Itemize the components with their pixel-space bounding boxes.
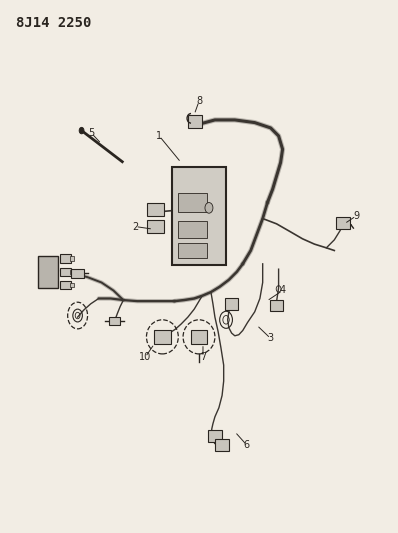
FancyBboxPatch shape <box>191 330 207 344</box>
FancyBboxPatch shape <box>109 317 120 325</box>
Circle shape <box>79 127 84 134</box>
Text: 3: 3 <box>267 334 274 343</box>
FancyBboxPatch shape <box>154 330 171 344</box>
FancyBboxPatch shape <box>172 167 226 265</box>
FancyBboxPatch shape <box>336 217 350 229</box>
FancyBboxPatch shape <box>70 256 74 261</box>
FancyBboxPatch shape <box>147 203 164 216</box>
Circle shape <box>205 203 213 213</box>
FancyBboxPatch shape <box>60 254 71 263</box>
FancyBboxPatch shape <box>70 270 74 274</box>
Text: 4: 4 <box>279 286 286 295</box>
FancyBboxPatch shape <box>225 298 238 310</box>
FancyBboxPatch shape <box>60 281 71 289</box>
FancyBboxPatch shape <box>70 283 74 287</box>
Text: 10: 10 <box>139 352 151 362</box>
FancyBboxPatch shape <box>147 220 164 233</box>
Text: 2: 2 <box>132 222 139 231</box>
FancyBboxPatch shape <box>38 256 58 288</box>
Text: 5: 5 <box>88 128 95 138</box>
FancyBboxPatch shape <box>188 115 202 128</box>
FancyBboxPatch shape <box>178 221 207 238</box>
Text: 6: 6 <box>244 440 250 450</box>
Text: 1: 1 <box>156 131 162 141</box>
FancyBboxPatch shape <box>71 269 84 278</box>
FancyBboxPatch shape <box>208 430 222 442</box>
FancyBboxPatch shape <box>60 268 71 276</box>
FancyBboxPatch shape <box>178 243 207 257</box>
FancyBboxPatch shape <box>178 192 207 212</box>
Text: 8: 8 <box>196 96 202 106</box>
Text: 7: 7 <box>200 352 206 362</box>
FancyBboxPatch shape <box>270 300 283 311</box>
Text: 9: 9 <box>353 211 359 221</box>
FancyBboxPatch shape <box>215 439 229 451</box>
Text: 8J14 2250: 8J14 2250 <box>16 16 91 30</box>
